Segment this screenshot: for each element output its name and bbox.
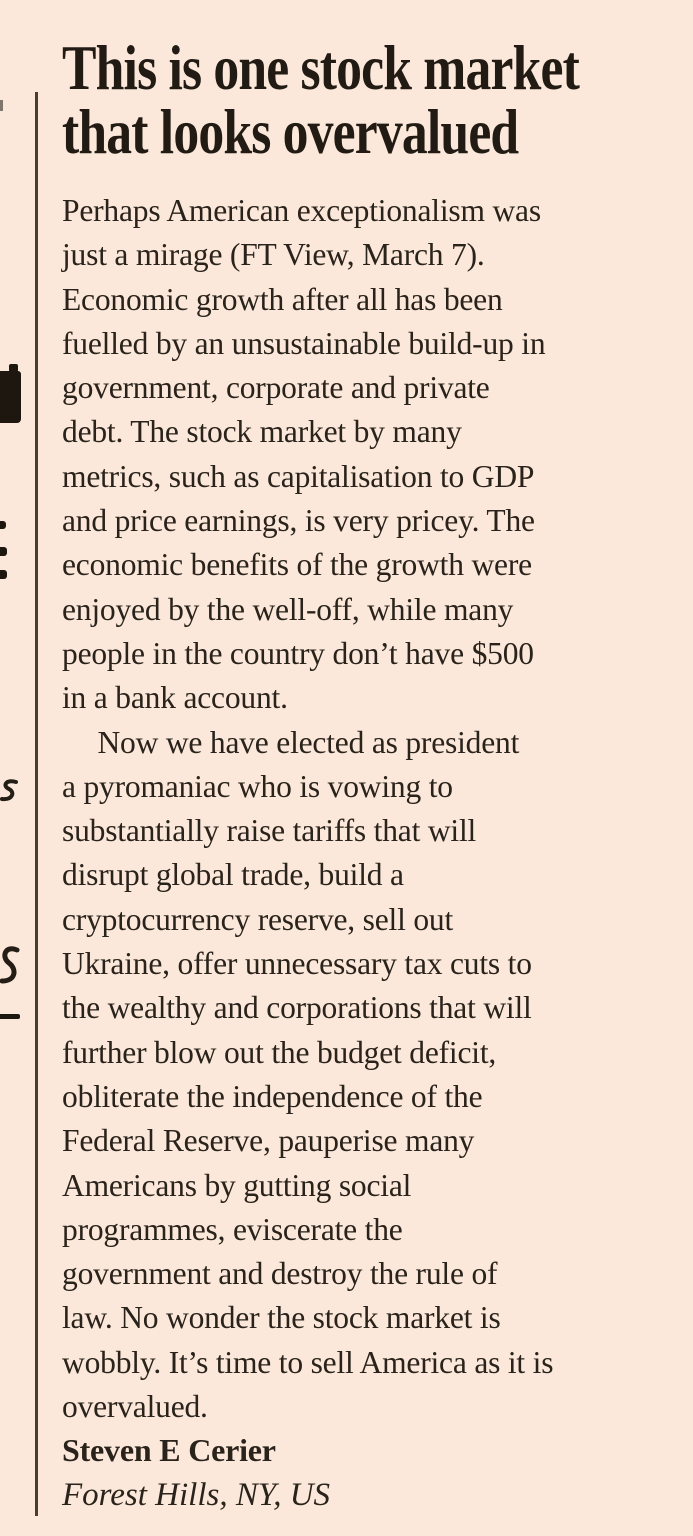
- text-line: This is one stock market: [62, 33, 580, 103]
- clipped-column-fragment: [0, 570, 7, 579]
- letter-author-name: Steven E Cerier: [62, 1432, 276, 1469]
- clipped-column-fragment: [0, 1014, 20, 1019]
- text-line: enjoyed by the well-off, while many: [62, 590, 514, 627]
- text-line: the wealthy and corporations that will: [62, 989, 532, 1026]
- text-line: Perhaps American exceptionalism was: [62, 192, 541, 228]
- clipped-column-fragment: [9, 364, 18, 372]
- clipped-column-fragment: [0, 946, 20, 984]
- text-line: Ukraine, offer unnecessary tax cuts to: [62, 945, 532, 982]
- text-line: metrics, such as capitalisation to GDP: [62, 457, 535, 494]
- text-line: obliterate the independence of the: [62, 1077, 483, 1114]
- text-line: overvalued.: [62, 1388, 208, 1425]
- letter-headline: This is one stock market that looks overv…: [62, 36, 688, 164]
- text-line: Federal Reserve, pauperise many: [62, 1122, 475, 1159]
- text-line: that looks overvalued: [62, 97, 519, 167]
- text-line: debt. The stock market by many: [62, 413, 462, 450]
- text-line: and price earnings, is very pricey. The: [62, 502, 535, 539]
- clipped-column-fragment: [0, 779, 18, 802]
- text-line: just a mirage (FT View, March 7).: [62, 236, 485, 273]
- clipped-column-fragment: [0, 371, 21, 423]
- text-line: government and destroy the rule of: [62, 1255, 498, 1292]
- text-line: Now we have elected as president: [97, 723, 520, 760]
- text-line: fuelled by an unsustainable build-up in: [62, 324, 546, 361]
- clipped-column-fragment: [0, 547, 7, 556]
- text-line: Americans by gutting social: [62, 1166, 412, 1203]
- letter-paragraph-1: Perhaps American exceptionalism was just …: [62, 188, 688, 720]
- text-line: further blow out the budget deficit,: [62, 1033, 497, 1070]
- text-line: programmes, eviscerate the: [62, 1210, 403, 1247]
- text-line: in a bank account.: [62, 679, 288, 716]
- letter-body: Perhaps American exceptionalism was just …: [62, 188, 688, 1517]
- text-line: a pyromaniac who is vowing to: [62, 767, 453, 804]
- text-line: economic benefits of the growth were: [62, 546, 532, 583]
- clipped-column-fragment: [0, 100, 3, 111]
- text-line: law. No wonder the stock market is: [62, 1299, 501, 1336]
- text-line: substantially raise tariffs that will: [62, 812, 477, 849]
- text-line: people in the country don’t have $500: [62, 634, 534, 671]
- text-line: government, corporate and private: [62, 369, 490, 406]
- letter-paragraph-2: Now we have elected as president a pyroma…: [62, 720, 688, 1429]
- column-divider-rule: [35, 92, 38, 1516]
- letter-author-location: Forest Hills, NY, US: [62, 1476, 331, 1513]
- text-line: disrupt global trade, build a: [62, 856, 404, 893]
- letter-article: This is one stock market that looks overv…: [62, 36, 688, 1517]
- text-line: cryptocurrency reserve, sell out: [62, 900, 454, 937]
- clipped-column-fragment: [0, 521, 6, 529]
- text-line: wobbly. It’s time to sell America as it …: [62, 1343, 554, 1380]
- text-line: Economic growth after all has been: [62, 280, 503, 317]
